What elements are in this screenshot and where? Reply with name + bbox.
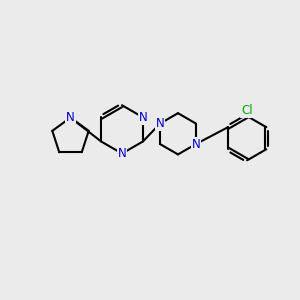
Text: Cl: Cl bbox=[242, 104, 253, 117]
Text: N: N bbox=[118, 147, 126, 160]
Text: N: N bbox=[156, 117, 164, 130]
Text: N: N bbox=[66, 111, 75, 124]
Text: N: N bbox=[191, 138, 200, 151]
Text: N: N bbox=[139, 111, 147, 124]
